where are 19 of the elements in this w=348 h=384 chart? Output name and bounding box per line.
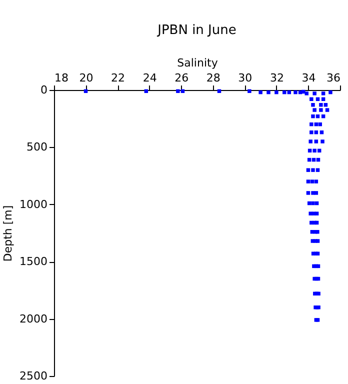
x-tick-label: 30: [238, 72, 252, 84]
x-tick-label: 26: [174, 72, 189, 84]
y-tick-label: 2000: [20, 312, 48, 326]
y-tick-label: 0: [40, 84, 48, 96]
x-tick-label: 36: [326, 72, 340, 84]
x-tick-label: 18: [54, 72, 68, 84]
y-tick-label: 500: [26, 140, 48, 154]
y-tick-label: 1000: [20, 198, 48, 211]
y-tick-label: 2500: [20, 370, 48, 382]
x-tick-label: 32: [270, 72, 284, 84]
x-axis-title: Salinity: [177, 56, 218, 70]
x-tick-label: 20: [79, 72, 94, 84]
x-tick-label: 22: [111, 72, 126, 84]
y-tick-label: 1500: [20, 255, 48, 268]
chart-title: JPBN in June: [156, 23, 236, 38]
x-tick-label: 28: [206, 72, 220, 84]
x-tick-label: 34: [302, 72, 316, 84]
x-tick-label: 24: [142, 72, 157, 84]
y-axis-title: Depth [m]: [2, 205, 15, 262]
